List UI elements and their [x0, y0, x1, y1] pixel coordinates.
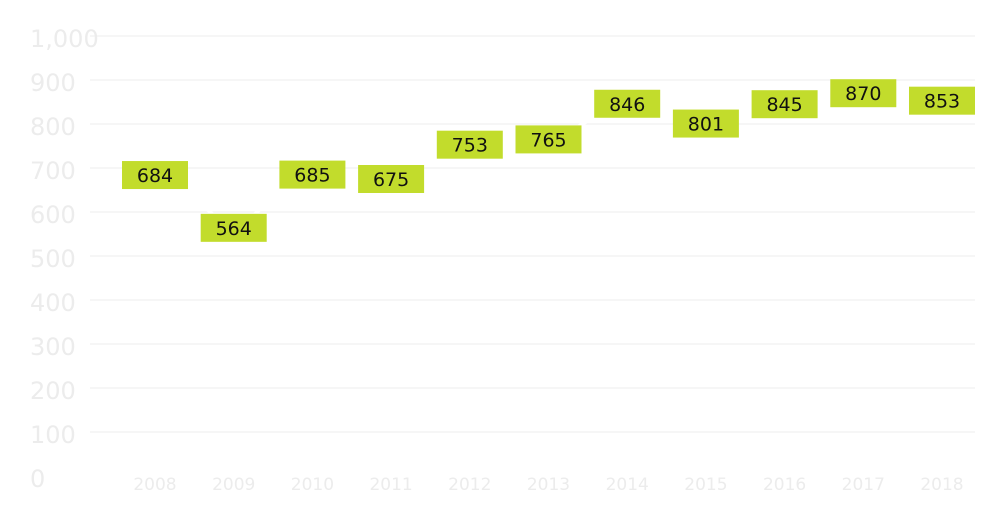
x-tick-label: 2018 [920, 475, 963, 495]
data-label-box [751, 90, 818, 119]
y-tick-label: 500 [30, 245, 76, 273]
data-label: 685 [279, 160, 346, 189]
y-tick-label: 700 [30, 157, 76, 185]
data-label: 846 [594, 89, 661, 118]
y-tick-label: 800 [30, 113, 76, 141]
x-tick-label: 2011 [369, 475, 412, 495]
data-label-value: 845 [766, 94, 802, 116]
data-label: 765 [515, 125, 582, 154]
data-label: 845 [751, 90, 818, 119]
data-label-value: 684 [137, 165, 173, 187]
x-tick-label: 2016 [763, 475, 806, 495]
data-label-box [358, 165, 425, 193]
data-label-value: 846 [609, 94, 645, 116]
x-tick-label: 2013 [527, 475, 570, 495]
data-labels: 684 564 685 675 753 765 846 801 845 870 853 [122, 79, 975, 242]
x-tick-label: 2017 [842, 475, 885, 495]
x-tick-label: 2014 [606, 475, 649, 495]
data-label-box [594, 89, 661, 118]
data-label-box [279, 160, 346, 189]
data-label-value: 675 [373, 169, 409, 191]
data-label-box [436, 130, 503, 159]
y-tick-label: 600 [30, 201, 76, 229]
y-tick-label: 1,000 [30, 25, 99, 53]
x-tick-label: 2012 [448, 475, 491, 495]
data-label-value: 685 [294, 165, 330, 187]
x-tick-label: 2008 [133, 475, 176, 495]
data-label: 564 [200, 213, 267, 242]
data-label-box [515, 125, 582, 154]
y-tick-label: 900 [30, 69, 76, 97]
data-label-box [672, 109, 739, 138]
grid-lines [90, 35, 975, 433]
data-label: 684 [122, 161, 188, 190]
x-tick-label: 2009 [212, 475, 255, 495]
y-axis-ticks: 0 100 200 300 400 500 600 700 800 900 1,000 [30, 25, 99, 493]
y-tick-label: 0 [30, 465, 45, 493]
x-tick-label: 2015 [684, 475, 727, 495]
data-label-value: 564 [216, 218, 252, 240]
series-line-path [154, 91, 943, 230]
data-label-value: 853 [924, 91, 960, 113]
data-label-value: 753 [452, 135, 488, 157]
data-label-box [830, 79, 897, 108]
data-label-box [909, 86, 975, 115]
data-label: 853 [909, 86, 975, 115]
y-tick-label: 300 [30, 333, 76, 361]
data-label: 675 [358, 165, 425, 193]
data-label-box [200, 213, 267, 242]
x-axis-ticks: 2008 2009 2010 2011 2012 2013 2014 2015 2016 2017… [133, 475, 963, 495]
x-tick-label: 2010 [291, 475, 334, 495]
data-label-value: 870 [845, 83, 881, 105]
data-label: 870 [830, 79, 897, 108]
series-line [154, 91, 943, 230]
y-tick-label: 100 [30, 421, 76, 449]
data-label-box [122, 161, 188, 190]
y-tick-label: 200 [30, 377, 76, 405]
data-label-value: 765 [530, 129, 566, 151]
data-label: 801 [672, 109, 739, 138]
data-label: 753 [436, 130, 503, 159]
data-label-value: 801 [688, 114, 724, 136]
y-tick-label: 400 [30, 289, 76, 317]
